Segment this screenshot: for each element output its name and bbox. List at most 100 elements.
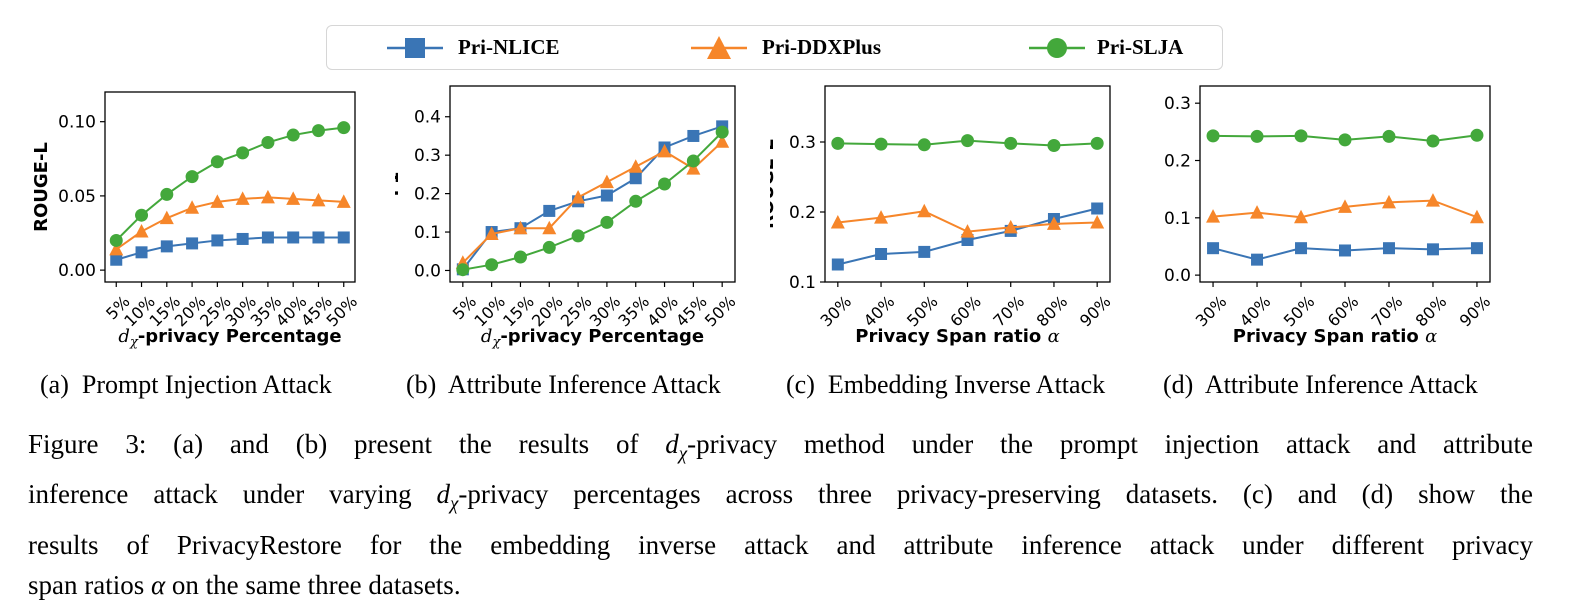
data-point-pri-ddxplus <box>286 191 301 205</box>
data-point-pri-nlice <box>1339 244 1351 257</box>
data-point-pri-ddxplus <box>336 194 351 208</box>
data-point-pri-slja <box>874 137 888 151</box>
x-tick-label: 30% <box>586 292 625 331</box>
data-point-pri-nlice <box>1207 242 1220 255</box>
data-point-pri-slja <box>337 121 351 135</box>
data-point-pri-slja <box>1004 136 1018 150</box>
y-tick-label: 0.2 <box>414 185 441 205</box>
subcaption-a: (a) Prompt Injection Attack <box>40 370 332 400</box>
caption-line-1: Figure 3: (a) and (b) present the result… <box>28 429 1533 465</box>
y-tick-label: 0.2 <box>1164 152 1191 172</box>
data-point-pri-slja <box>686 154 700 168</box>
figure-caption: Figure 3: (a) and (b) present the result… <box>28 424 1533 605</box>
data-point-pri-slja <box>1382 129 1396 143</box>
subcaption-d-label: (d) <box>1163 370 1194 399</box>
x-tick-label: 10% <box>470 292 509 331</box>
plot-frame <box>449 85 736 283</box>
chart-panel-a: 0.000.050.105%10%15%20%25%30%35%40%45%50… <box>31 91 361 350</box>
plot-frame <box>104 91 356 283</box>
x-tick-label: 70% <box>989 292 1028 331</box>
data-point-pri-slja <box>571 229 585 243</box>
x-tick-label: 50% <box>701 292 740 331</box>
x-tick-label: 15% <box>499 292 538 331</box>
data-point-pri-nlice <box>186 237 199 250</box>
data-point-pri-slja <box>210 155 224 169</box>
data-point-pri-slja <box>1090 136 1104 150</box>
chart-panel-b: 0.00.10.20.30.45%10%15%20%25%30%35%40%45… <box>395 85 740 350</box>
x-tick-label: 30% <box>1192 292 1231 331</box>
x-tick-label: 60% <box>1324 292 1363 331</box>
data-point-pri-slja <box>1250 129 1264 143</box>
x-tick-label: 90% <box>1076 292 1115 331</box>
data-point-pri-slja <box>311 124 325 138</box>
x-tick-label: 20% <box>528 292 567 331</box>
y-tick-label: 0.1 <box>414 223 441 243</box>
data-point-pri-ddxplus <box>1090 215 1105 229</box>
subcaption-b-label: (b) <box>406 370 437 399</box>
data-point-pri-slja <box>961 134 974 148</box>
data-point-pri-slja <box>1294 129 1308 143</box>
data-point-pri-slja <box>160 187 174 201</box>
subcaption-c-text: Embedding Inverse Attack <box>827 370 1106 399</box>
x-tick-label: 30% <box>817 292 856 331</box>
data-point-pri-slja <box>600 215 614 229</box>
data-point-pri-ddxplus <box>542 220 557 235</box>
y-axis-label: F1 <box>1150 172 1153 197</box>
data-point-pri-slja <box>485 258 499 272</box>
legend-label-nlice: Pri-NLICE <box>458 35 560 59</box>
data-point-pri-nlice <box>312 231 325 244</box>
data-point-pri-slja <box>1338 133 1352 147</box>
y-tick-label: 0.00 <box>58 261 96 281</box>
data-point-pri-ddxplus <box>159 210 174 225</box>
data-point-pri-slja <box>658 177 672 191</box>
chart-panel-d: 0.0 0.1 0.2 0.3 30% 40% 50% 60% 70% 80% 90% F1 Priva… <box>1150 85 1495 347</box>
data-point-pri-nlice <box>687 129 700 142</box>
data-point-pri-slja <box>513 250 527 264</box>
y-axis-label: ROUGE-L <box>31 142 52 232</box>
data-point-pri-nlice <box>629 172 642 185</box>
series-line-pri-nlice <box>462 125 723 270</box>
data-point-pri-slja <box>1426 134 1440 148</box>
x-tick-label: 35% <box>614 292 653 331</box>
x-tick-label: 60% <box>946 292 985 331</box>
data-point-pri-ddxplus <box>1469 209 1484 224</box>
chart-panel-c: 0.1 0.2 0.3 30% 40% 50% 60% 70% 80% 90% ROUGE-L Pri… <box>770 85 1115 347</box>
data-point-pri-ddxplus <box>1338 199 1352 213</box>
data-point-pri-nlice <box>1382 242 1395 255</box>
data-point-pri-ddxplus <box>134 224 149 238</box>
data-point-pri-slja <box>185 170 199 184</box>
data-point-pri-nlice <box>1295 242 1308 255</box>
series-line-pri-slja <box>115 126 344 242</box>
data-point-pri-slja <box>715 125 729 139</box>
data-point-pri-ddxplus <box>917 203 932 218</box>
subcaption-a-label: (a) <box>40 370 69 399</box>
data-point-pri-ddxplus <box>484 226 499 240</box>
x-tick-label: 70% <box>1368 292 1407 331</box>
data-point-pri-nlice <box>875 248 888 260</box>
data-point-pri-ddxplus <box>235 191 250 205</box>
data-point-pri-ddxplus <box>830 215 845 229</box>
data-point-pri-ddxplus <box>715 134 730 148</box>
x-axis-label: dχ-privacy Percentage <box>118 326 341 350</box>
data-point-pri-slja <box>135 208 149 222</box>
y-tick-label: 0.10 <box>58 113 96 133</box>
data-point-pri-nlice <box>337 231 350 244</box>
caption-line-4: span ratios α on the same three datasets… <box>28 569 461 600</box>
data-point-pri-nlice <box>600 189 613 202</box>
x-tick-label: 40% <box>643 292 682 331</box>
data-point-pri-nlice <box>110 253 123 266</box>
data-point-pri-ddxplus <box>109 241 124 256</box>
data-point-pri-nlice <box>1470 242 1483 255</box>
y-axis-label: ROUGE-L <box>770 139 778 229</box>
x-tick-label: 90% <box>1456 292 1495 331</box>
series-line-pri-ddxplus <box>462 140 723 264</box>
subcaption-c-label: (c) <box>786 370 815 399</box>
data-point-pri-nlice <box>831 258 844 271</box>
subcaption-b-text: Attribute Inference Attack <box>447 370 721 399</box>
x-tick-label: 80% <box>1412 292 1451 331</box>
data-point-pri-slja <box>629 194 643 208</box>
data-point-pri-nlice <box>135 246 148 259</box>
data-point-pri-nlice <box>211 234 224 247</box>
y-tick-label: 0.1 <box>789 273 816 293</box>
